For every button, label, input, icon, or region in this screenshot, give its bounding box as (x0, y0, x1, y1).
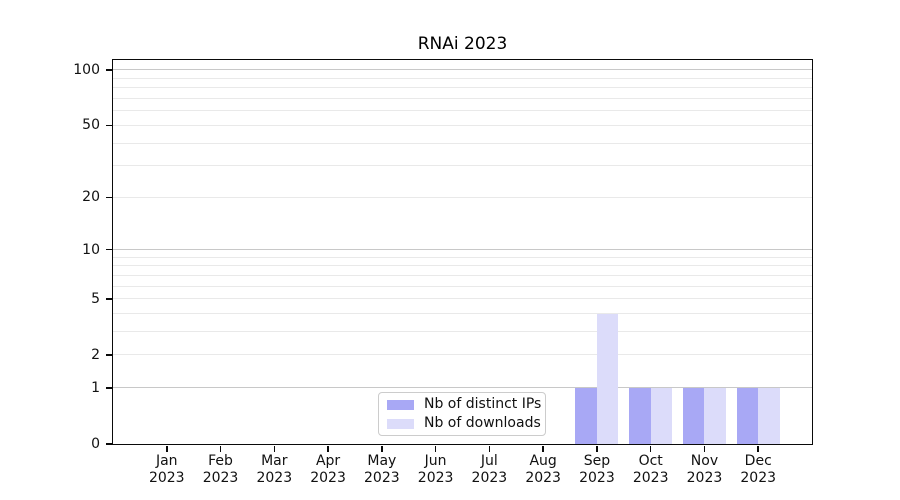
x-tick-mark (434, 445, 437, 452)
x-tick-label: Feb 2023 (202, 453, 239, 486)
bar-downloads (704, 387, 726, 444)
y-tick-label: 2 (91, 346, 100, 363)
x-tick-mark (596, 445, 598, 452)
y-tick-label: 20 (82, 189, 100, 206)
legend-label-downloads: Nb of downloads (424, 415, 541, 431)
y-gridline-minor (113, 354, 812, 356)
y-tick-label: 100 (73, 61, 100, 78)
y-tick-label: 0 (91, 436, 100, 452)
y-tick-label: 10 (82, 241, 100, 258)
y-gridline-minor (113, 274, 812, 276)
x-tick-mark (327, 445, 329, 452)
y-tick-mark (106, 124, 112, 127)
bar-distinct-ips (629, 387, 651, 444)
x-tick-mark (219, 445, 222, 452)
y-tick-label: 5 (91, 290, 100, 307)
x-tick-mark (273, 445, 276, 452)
bar-distinct-ips (682, 387, 705, 444)
x-tick-label: Dec 2023 (740, 453, 777, 486)
x-tick-label: May 2023 (364, 453, 400, 486)
y-tick-mark (106, 69, 112, 71)
x-tick-label: Jun 2023 (417, 453, 454, 486)
y-tick-mark (106, 196, 112, 199)
y-gridline-minor (113, 256, 812, 258)
x-tick-mark (649, 445, 652, 452)
y-tick-mark (106, 298, 112, 300)
y-gridline-minor (113, 331, 812, 333)
y-gridline-minor (113, 285, 812, 287)
bar-distinct-ips (736, 387, 759, 444)
y-gridline-major (113, 69, 812, 71)
x-tick-mark (703, 445, 706, 452)
x-tick-label: Aug 2023 (525, 453, 561, 486)
y-tick-label: 50 (82, 117, 100, 134)
x-tick-label: Mar 2023 (256, 453, 293, 486)
legend-label-distinct-ips: Nb of distinct IPs (424, 396, 542, 412)
y-tick-mark (106, 354, 112, 356)
bar-downloads (650, 387, 673, 444)
y-gridline-minor (113, 87, 812, 89)
y-gridline-minor (113, 265, 812, 267)
legend: Nb of distinct IPs Nb of downloads (378, 392, 546, 436)
y-gridline-minor (113, 124, 812, 126)
legend-swatch-distinct-ips (387, 399, 414, 410)
x-tick-label: Sep 2023 (579, 453, 615, 486)
legend-swatch-downloads (387, 418, 414, 429)
x-tick-mark (381, 445, 383, 452)
x-tick-mark (488, 445, 491, 452)
y-gridline-major (113, 249, 812, 251)
y-gridline-minor (113, 110, 812, 112)
y-tick-mark (106, 387, 112, 389)
y-gridline-minor (113, 77, 812, 79)
x-tick-mark (166, 445, 168, 452)
x-tick-label: Jul 2023 (471, 453, 508, 486)
y-gridline-minor (113, 98, 812, 100)
bar-downloads (758, 387, 780, 444)
x-tick-label: Jan 2023 (148, 453, 185, 486)
y-gridline-minor (113, 165, 812, 167)
x-tick-label: Apr 2023 (310, 453, 346, 486)
y-tick-mark (106, 248, 112, 251)
y-gridline-minor (113, 298, 812, 300)
y-gridline-minor (113, 313, 812, 315)
y-gridline-minor (113, 196, 812, 198)
legend-item-downloads: Nb of downloads (387, 416, 545, 431)
legend-item-distinct-ips: Nb of distinct IPs (387, 397, 545, 412)
x-tick-label: Nov 2023 (686, 453, 723, 486)
bar-distinct-ips (575, 387, 597, 444)
x-tick-mark (542, 445, 544, 452)
x-tick-mark (757, 445, 759, 452)
y-gridline-major (113, 387, 812, 389)
x-tick-label: Oct 2023 (632, 453, 669, 486)
y-gridline-minor (113, 142, 812, 144)
chart-title: RNAi 2023 (417, 34, 508, 54)
y-tick-mark (106, 443, 112, 445)
bar-downloads (596, 313, 619, 444)
plot-area (113, 60, 812, 444)
y-tick-label: 1 (91, 379, 100, 396)
